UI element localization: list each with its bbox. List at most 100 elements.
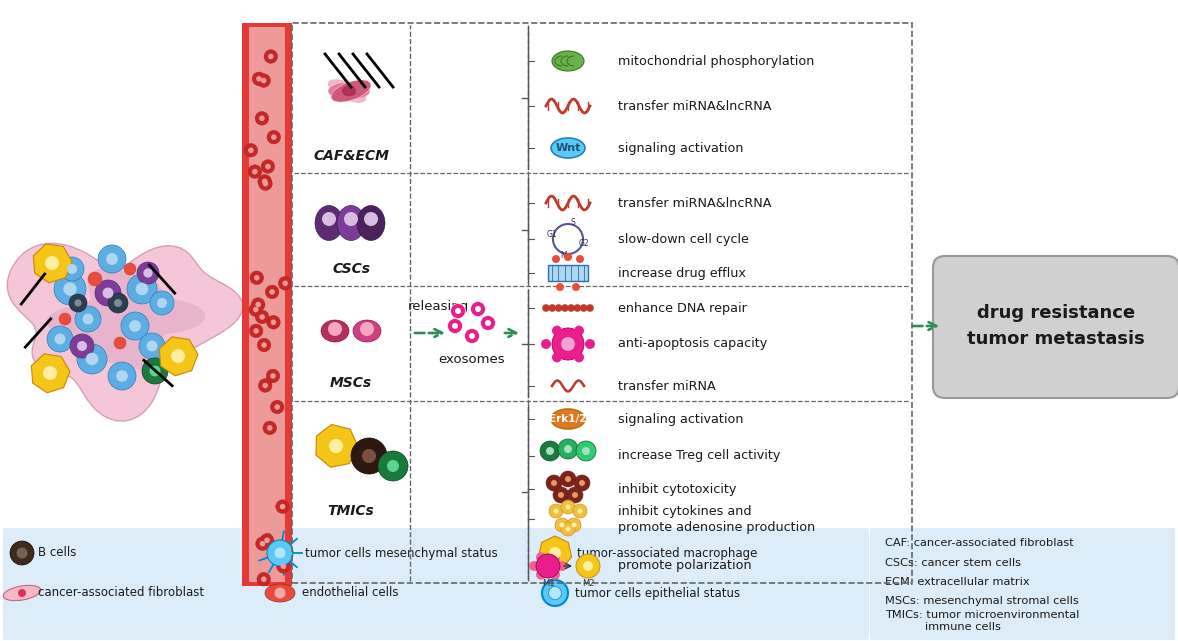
Circle shape xyxy=(139,333,165,359)
Text: exosomes: exosomes xyxy=(438,353,505,365)
Circle shape xyxy=(77,344,107,374)
Circle shape xyxy=(264,538,270,543)
Text: signaling activation: signaling activation xyxy=(618,142,743,154)
Circle shape xyxy=(249,165,262,178)
Circle shape xyxy=(549,547,561,559)
Circle shape xyxy=(130,320,141,332)
Circle shape xyxy=(274,588,285,599)
Circle shape xyxy=(568,304,575,312)
Circle shape xyxy=(259,177,272,190)
Circle shape xyxy=(267,130,280,144)
Text: tumor-associated macrophage: tumor-associated macrophage xyxy=(577,547,757,560)
Circle shape xyxy=(137,262,159,284)
Circle shape xyxy=(64,282,77,296)
Circle shape xyxy=(280,563,286,569)
Circle shape xyxy=(582,447,590,455)
Ellipse shape xyxy=(327,79,366,103)
Circle shape xyxy=(70,294,87,312)
Text: anti-apoptosis capacity: anti-apoptosis capacity xyxy=(618,338,767,351)
Circle shape xyxy=(157,298,167,308)
Circle shape xyxy=(135,283,148,296)
Circle shape xyxy=(541,339,551,349)
Text: S: S xyxy=(570,218,575,227)
Circle shape xyxy=(529,561,540,571)
Text: ECM: extracellular matrix: ECM: extracellular matrix xyxy=(885,577,1030,587)
Circle shape xyxy=(271,319,276,325)
Circle shape xyxy=(9,541,34,565)
Circle shape xyxy=(580,304,588,312)
Circle shape xyxy=(536,553,545,562)
Circle shape xyxy=(561,337,575,351)
Circle shape xyxy=(75,306,101,332)
Text: increase Treg cell activity: increase Treg cell activity xyxy=(618,449,780,463)
Ellipse shape xyxy=(337,206,365,240)
Circle shape xyxy=(277,560,290,573)
Circle shape xyxy=(475,306,481,312)
Text: tumor cells mesenchymal status: tumor cells mesenchymal status xyxy=(305,547,498,560)
Circle shape xyxy=(574,326,584,336)
Circle shape xyxy=(565,504,570,510)
Circle shape xyxy=(549,587,562,599)
Circle shape xyxy=(267,425,272,431)
Circle shape xyxy=(278,276,292,290)
Text: increase drug efflux: increase drug efflux xyxy=(618,267,746,279)
Circle shape xyxy=(77,341,87,351)
Circle shape xyxy=(587,304,594,312)
Circle shape xyxy=(560,471,576,487)
Circle shape xyxy=(263,383,269,388)
Circle shape xyxy=(283,281,287,286)
Circle shape xyxy=(98,245,126,273)
Circle shape xyxy=(263,421,277,435)
Circle shape xyxy=(108,293,128,313)
Circle shape xyxy=(574,475,590,491)
Text: B cells: B cells xyxy=(38,547,77,560)
Circle shape xyxy=(262,576,266,582)
Circle shape xyxy=(252,169,258,174)
Circle shape xyxy=(576,255,584,263)
Text: M1: M1 xyxy=(542,579,555,588)
Text: CAF&ECM: CAF&ECM xyxy=(313,149,389,163)
Circle shape xyxy=(54,333,66,344)
Circle shape xyxy=(253,328,259,334)
Text: MSCs: MSCs xyxy=(330,376,372,390)
Circle shape xyxy=(551,480,557,486)
Circle shape xyxy=(580,480,585,486)
Text: G2: G2 xyxy=(580,239,590,248)
Circle shape xyxy=(108,362,135,390)
FancyBboxPatch shape xyxy=(4,528,869,640)
Circle shape xyxy=(16,547,27,558)
Text: transfer miRNA&lncRNA: transfer miRNA&lncRNA xyxy=(618,197,772,210)
Text: releasing: releasing xyxy=(408,299,469,313)
Circle shape xyxy=(561,500,575,514)
Text: CSCs: CSCs xyxy=(332,262,370,276)
Bar xyxy=(548,265,588,281)
Circle shape xyxy=(18,589,26,597)
Circle shape xyxy=(573,492,578,498)
Circle shape xyxy=(262,160,274,173)
Circle shape xyxy=(574,304,581,312)
Circle shape xyxy=(322,212,336,226)
Circle shape xyxy=(279,504,285,510)
Circle shape xyxy=(144,269,153,278)
Circle shape xyxy=(327,322,342,336)
Circle shape xyxy=(266,369,280,383)
Circle shape xyxy=(44,366,57,380)
Circle shape xyxy=(346,86,356,96)
Circle shape xyxy=(344,212,358,226)
Circle shape xyxy=(276,500,290,513)
Circle shape xyxy=(554,508,558,513)
Circle shape xyxy=(259,115,265,121)
Circle shape xyxy=(448,319,463,333)
Circle shape xyxy=(542,304,550,312)
Circle shape xyxy=(351,438,388,474)
Ellipse shape xyxy=(331,80,371,102)
Text: inhibit cytotoxicity: inhibit cytotoxicity xyxy=(618,483,736,495)
Circle shape xyxy=(266,315,280,329)
Text: MSCs: mesenchymal stromal cells: MSCs: mesenchymal stromal cells xyxy=(885,597,1079,606)
Text: CAF: cancer-associated fibroblast: CAF: cancer-associated fibroblast xyxy=(885,538,1074,548)
Circle shape xyxy=(564,445,573,453)
Circle shape xyxy=(54,273,86,305)
Circle shape xyxy=(59,313,71,325)
Circle shape xyxy=(576,554,600,578)
Circle shape xyxy=(450,303,465,319)
